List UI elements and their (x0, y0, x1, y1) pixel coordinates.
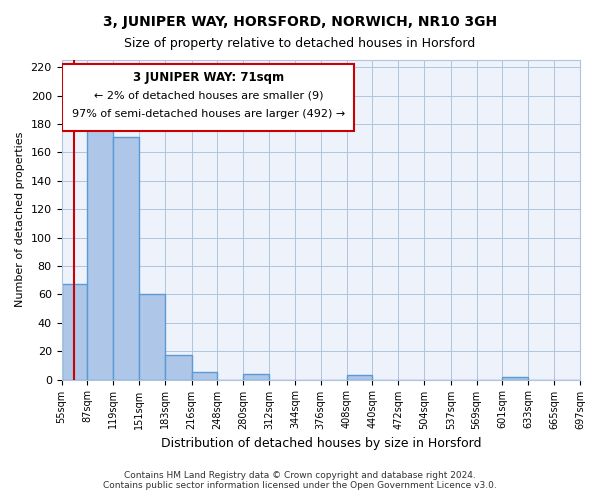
Bar (113, 136, 139, 380)
Text: 3 JUNIPER WAY: 71sqm: 3 JUNIPER WAY: 71sqm (133, 71, 284, 84)
FancyBboxPatch shape (62, 64, 355, 131)
Text: 97% of semi-detached houses are larger (492) →: 97% of semi-detached houses are larger (… (72, 110, 345, 120)
Bar (88, 124, 113, 380)
Text: ← 2% of detached houses are smaller (9): ← 2% of detached houses are smaller (9) (94, 91, 323, 101)
Y-axis label: Number of detached properties: Number of detached properties (15, 132, 25, 308)
Bar (62, 284, 88, 380)
X-axis label: Distribution of detached houses by size in Horsford: Distribution of detached houses by size … (161, 437, 481, 450)
Bar (347, 376, 373, 380)
Text: Contains HM Land Registry data © Crown copyright and database right 2024.
Contai: Contains HM Land Registry data © Crown c… (103, 470, 497, 490)
Text: Size of property relative to detached houses in Horsford: Size of property relative to detached ho… (124, 38, 476, 51)
Bar (502, 376, 529, 380)
Text: 3, JUNIPER WAY, HORSFORD, NORWICH, NR10 3GH: 3, JUNIPER WAY, HORSFORD, NORWICH, NR10 … (103, 15, 497, 29)
Bar (165, 356, 191, 380)
Bar (243, 374, 269, 380)
Bar (139, 294, 165, 380)
Bar (191, 372, 217, 380)
